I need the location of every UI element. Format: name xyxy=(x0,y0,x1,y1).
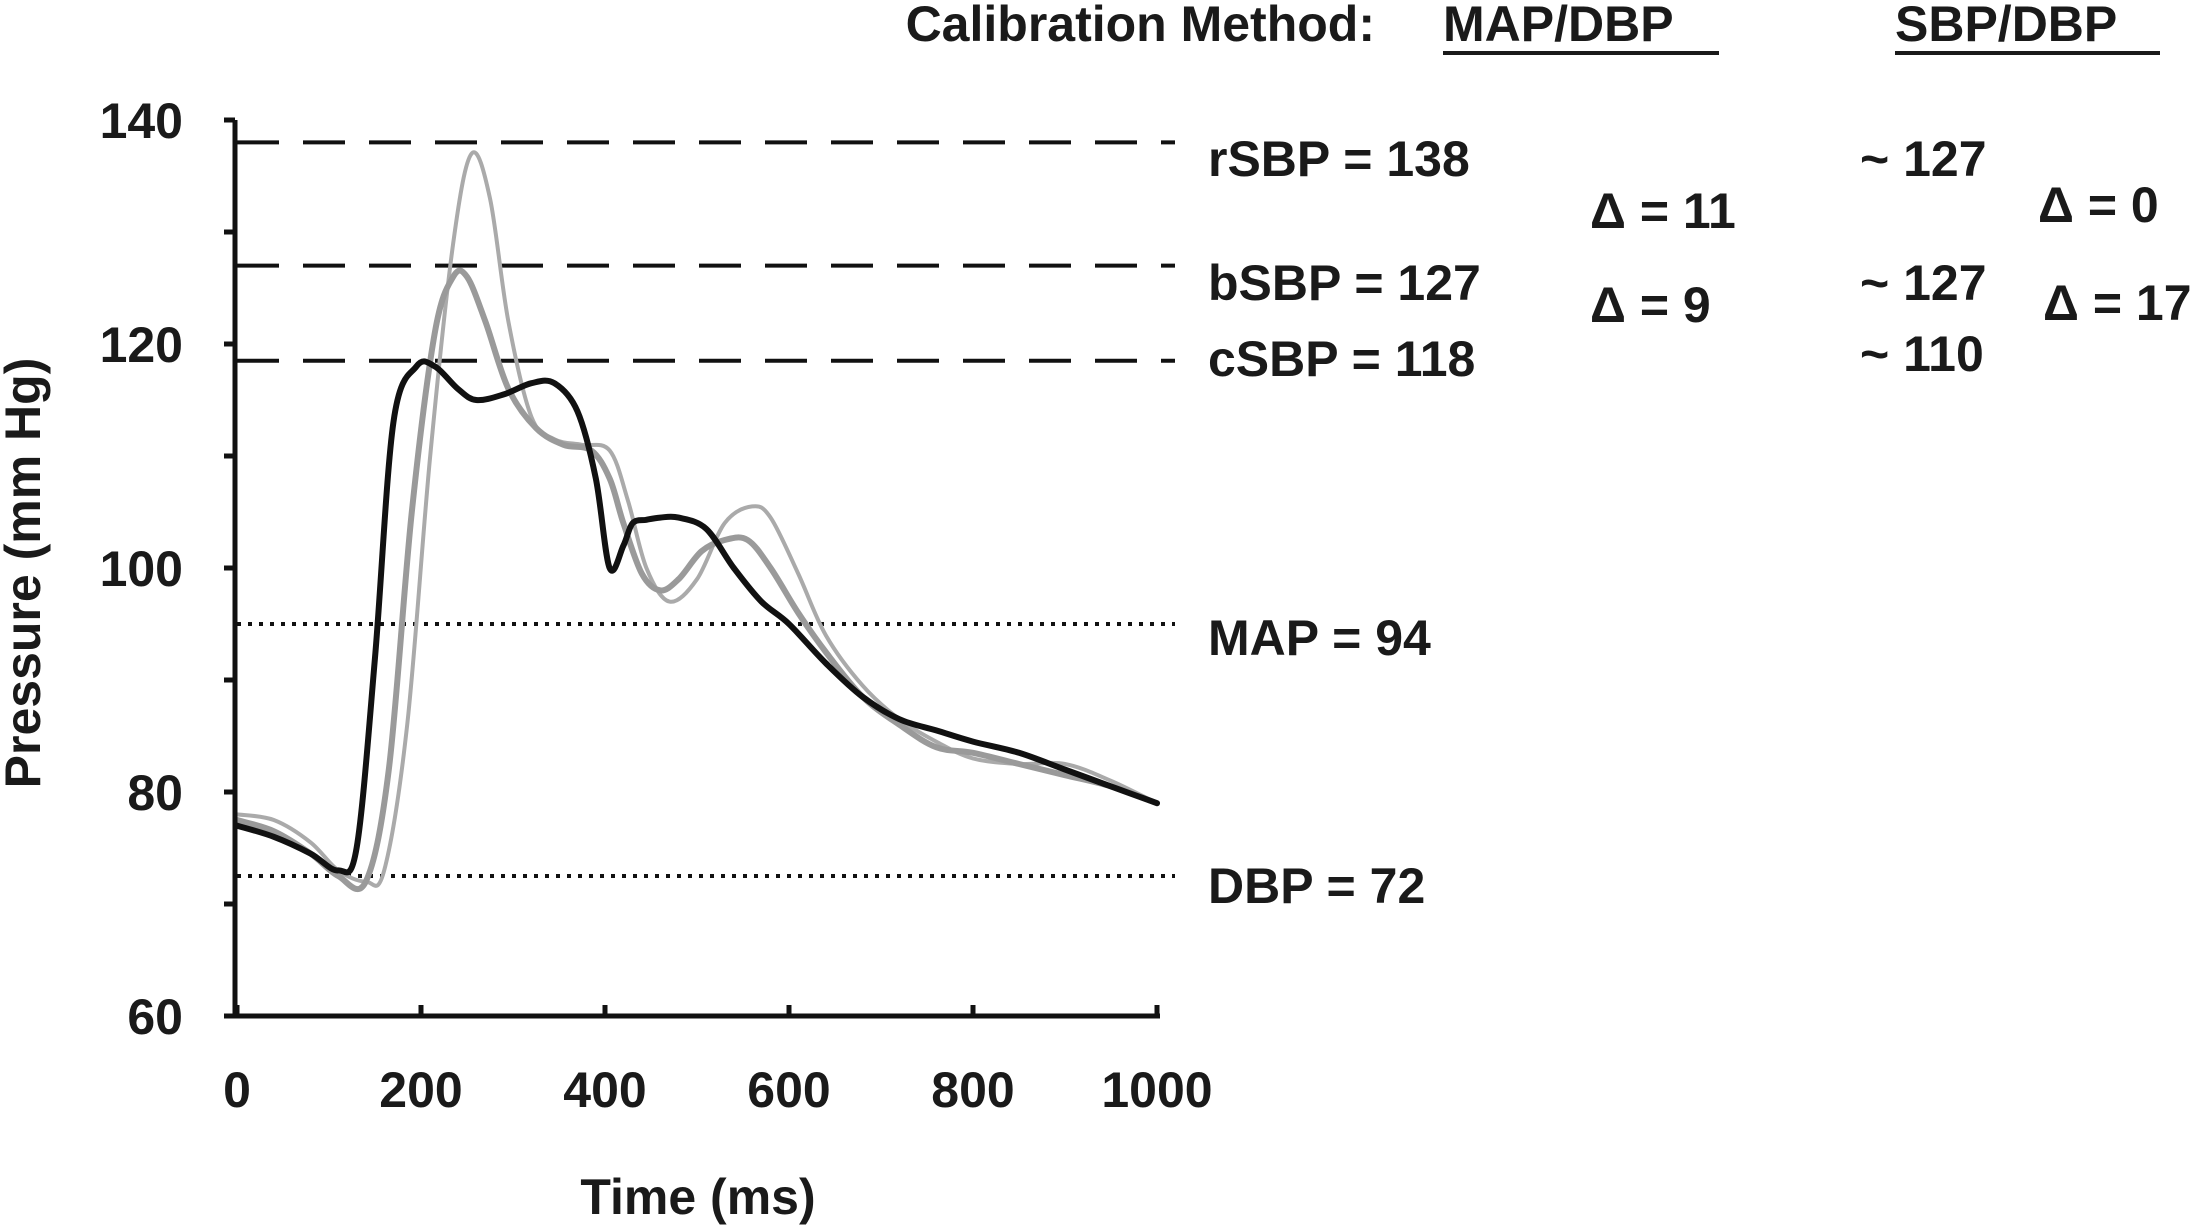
col-sbp-dbp-heading: SBP/DBP xyxy=(1895,0,2117,52)
bsbp-label: bSBP = 127 xyxy=(1208,255,1481,311)
axes xyxy=(224,117,1160,1019)
sbp-dbp-delta-label: Δ = 17 xyxy=(2043,275,2192,331)
rsbp-label: rSBP = 138 xyxy=(1208,131,1470,187)
waveform-black-line xyxy=(234,358,1160,876)
waveform-light-gray-line xyxy=(235,150,1159,888)
map-label: MAP = 94 xyxy=(1208,610,1431,666)
calibration-method-label: Calibration Method: xyxy=(906,0,1375,52)
x-tick-label: 0 xyxy=(223,1062,251,1118)
waveform-gray-line xyxy=(234,267,1160,892)
y-tick-label: 120 xyxy=(100,317,183,373)
map-dbp-delta-label: Δ = 9 xyxy=(1590,277,1711,333)
y-axis-ticks xyxy=(224,117,235,1019)
reference-lines xyxy=(237,140,1175,878)
x-tick-label: 600 xyxy=(747,1062,830,1118)
x-axis-title: Time (ms) xyxy=(580,1169,815,1225)
map-dbp-delta-label: Δ = 11 xyxy=(1590,183,1736,239)
y-axis-title: Pressure (mm Hg) xyxy=(0,358,51,789)
y-tick-label: 60 xyxy=(127,989,183,1045)
col-map-dbp-heading: MAP/DBP xyxy=(1443,0,1674,52)
x-tick-label: 400 xyxy=(563,1062,646,1118)
sbp-dbp-delta-label: Δ = 0 xyxy=(2038,177,2159,233)
sbp-dbp-value-label: ~ 110 xyxy=(1860,326,1984,382)
sbp-dbp-value-label: ~ 127 xyxy=(1860,131,1987,187)
y-tick-label: 100 xyxy=(100,541,183,597)
dbp-label: DBP = 72 xyxy=(1208,858,1425,914)
x-axis-ticks xyxy=(234,1005,1160,1016)
csbp-label: cSBP = 118 xyxy=(1208,331,1475,387)
y-tick-label: 140 xyxy=(100,93,183,149)
x-tick-label: 800 xyxy=(931,1062,1014,1118)
x-tick-label: 200 xyxy=(379,1062,462,1118)
x-tick-label: 1000 xyxy=(1101,1062,1212,1118)
pressure-waveforms xyxy=(234,150,1160,892)
sbp-dbp-value-label: ~ 127 xyxy=(1860,255,1987,311)
y-tick-label: 80 xyxy=(127,765,183,821)
